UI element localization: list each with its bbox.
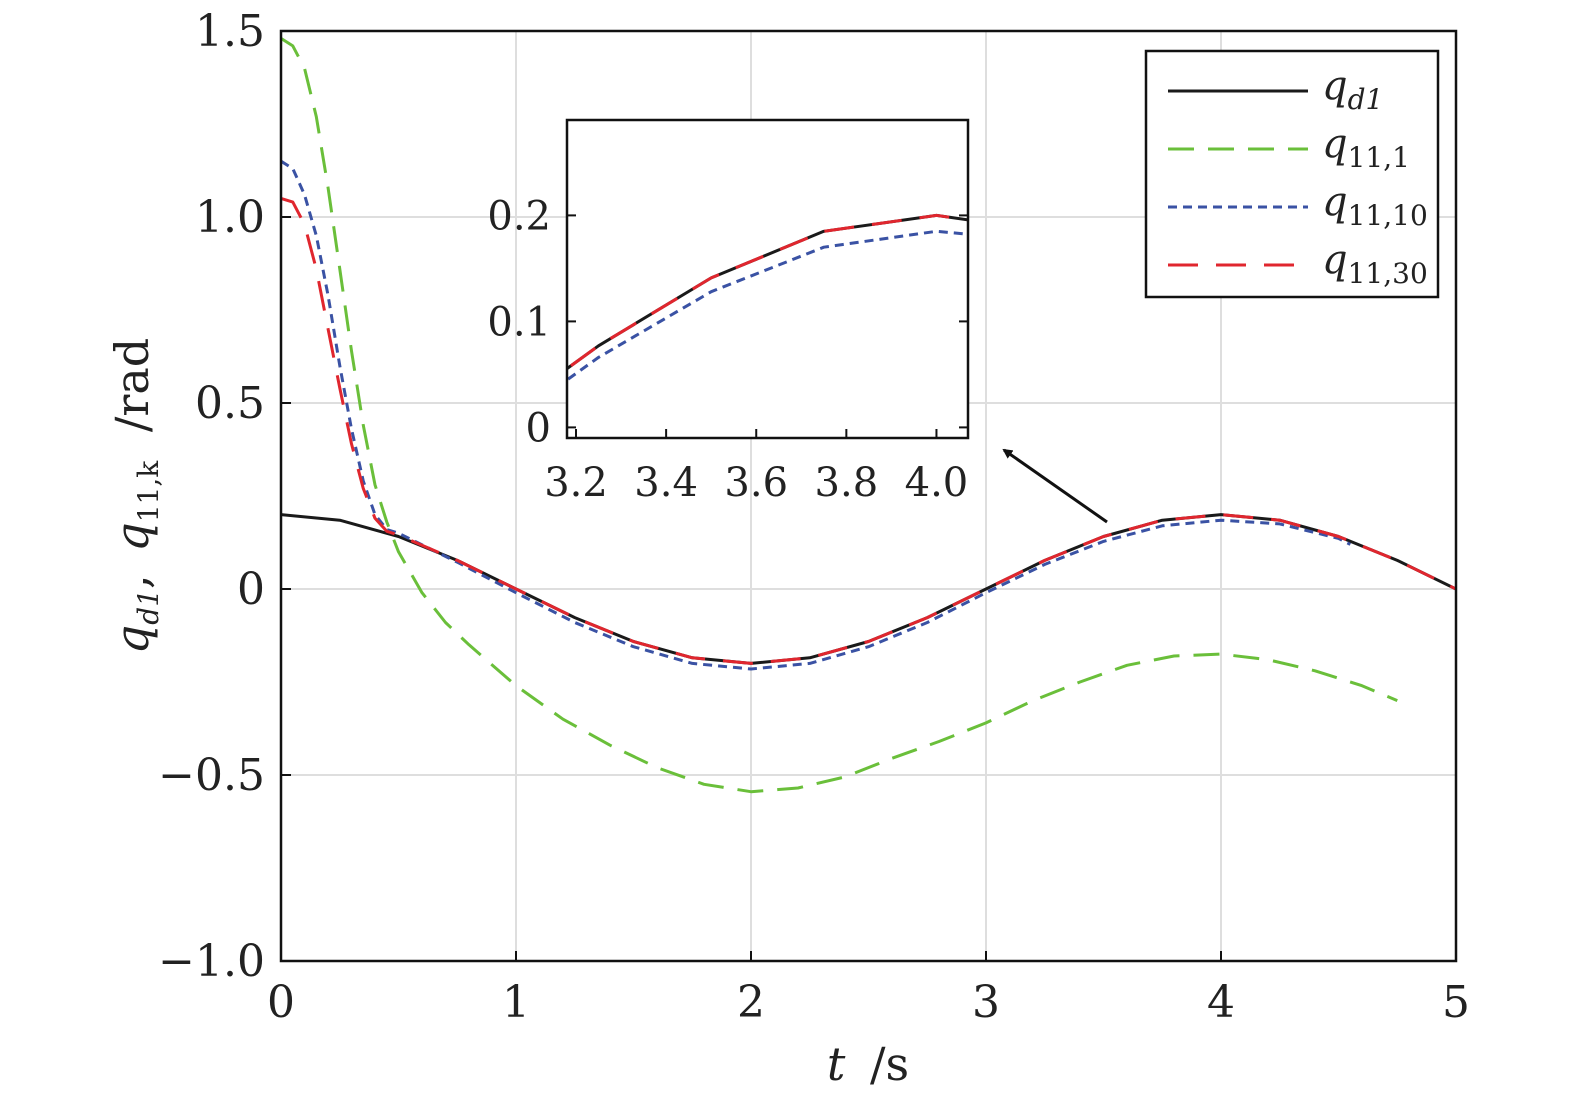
y-axis-comma: , (105, 574, 159, 589)
legend-label: q11,10 (1322, 179, 1428, 232)
y-axis-sub-1: d1 (132, 589, 165, 625)
inset-ticks: 3.2 3.4 3.6 3.8 4.0 0 0.1 0.2 (487, 193, 968, 506)
x-tick-label: 0 (267, 977, 295, 1028)
y-axis-var-2: q (105, 522, 159, 551)
x-tick-label: 1 (502, 977, 530, 1028)
inset-y-tick-label: 0 (526, 405, 551, 451)
zoom-arrow (1002, 448, 1108, 524)
x-axis-var: t (827, 1037, 846, 1091)
inset-series (567, 213, 968, 382)
main-series (281, 37, 1456, 794)
inset-x-tick-label: 4.0 (905, 460, 969, 506)
inset-x-tick-label: 3.4 (634, 460, 698, 506)
main-plot-frame (279, 29, 1458, 963)
legend-label: qd1 (1322, 63, 1383, 116)
series-line-1 (281, 37, 1398, 794)
x-tick-label: 3 (972, 977, 1000, 1028)
x-tick-label: 2 (737, 977, 765, 1028)
inset-x-tick-label: 3.2 (544, 460, 608, 506)
legend-label: q11,30 (1322, 237, 1428, 290)
x-tick-label: 5 (1442, 977, 1470, 1028)
series-line-2 (281, 159, 1351, 671)
inset-y-tick-label: 0.1 (487, 299, 551, 345)
series-line-3 (281, 196, 1456, 665)
y-tick-label: 0.5 (195, 378, 265, 429)
inset-background (567, 120, 968, 438)
y-tick-label: 1.0 (195, 192, 265, 243)
y-axis-label: qd1, q11,k /rad (105, 338, 169, 654)
y-axis-unit: /rad (105, 338, 159, 432)
y-axis-sub-2: 11,k (132, 460, 165, 523)
y-tick-label: −0.5 (158, 750, 265, 801)
main-ticks: 0 1 2 3 4 5 −1.0 −0.5 0 0.5 1.0 1.5 (158, 6, 1470, 1028)
inset-x-tick-label: 3.8 (815, 460, 879, 506)
x-tick-label: 4 (1207, 977, 1235, 1028)
legend-label: q11,1 (1322, 121, 1410, 174)
inset-series-line-2 (567, 229, 968, 382)
inset-x-tick-label: 3.6 (724, 460, 788, 506)
x-axis-label: t /s (827, 1037, 909, 1091)
inset-frame (565, 118, 970, 440)
y-axis-var-1: q (105, 625, 159, 654)
x-axis-unit: /s (870, 1037, 909, 1091)
inset-y-tick-label: 0.2 (487, 193, 551, 239)
y-tick-label: 0 (237, 564, 265, 615)
y-tick-label: 1.5 (195, 6, 265, 57)
y-tick-label: −1.0 (158, 936, 265, 987)
